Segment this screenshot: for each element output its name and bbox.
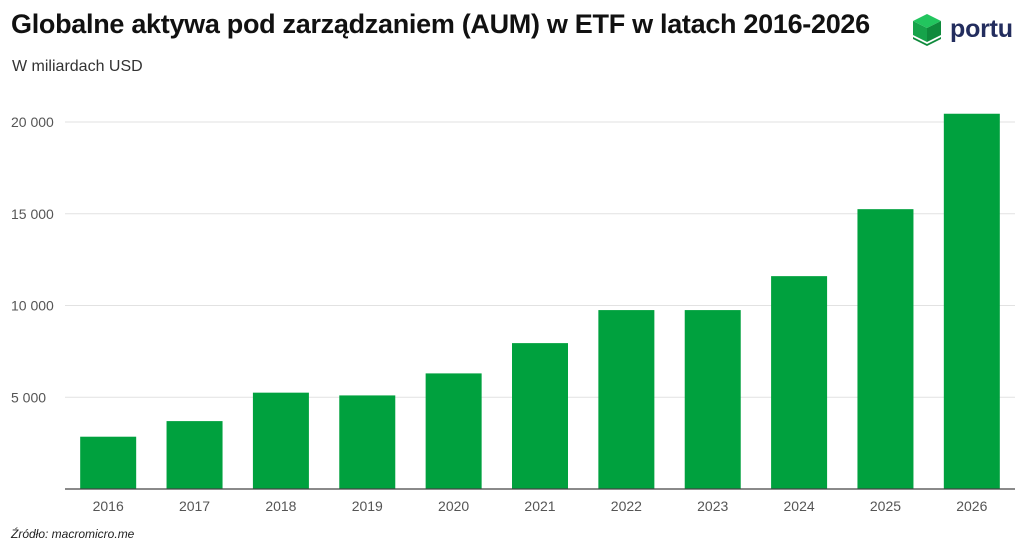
bar-2017 (166, 421, 223, 489)
bar-2021 (512, 343, 568, 489)
bar-2026 (943, 113, 1000, 490)
x-tick-label: 2016 (93, 498, 124, 514)
chart-title: Globalne aktywa pod zarządzaniem (AUM) w… (11, 9, 870, 39)
bar-2018 (252, 392, 309, 489)
cube-logo-icon (913, 14, 941, 46)
bar-2022 (598, 310, 655, 489)
bar-2025 (857, 209, 914, 489)
bar-2019 (339, 395, 396, 489)
logo-text: portu (950, 14, 1013, 43)
x-tick-label: 2023 (697, 498, 728, 514)
chart-subtitle: W miliardach USD (12, 58, 143, 75)
bar-2023 (684, 310, 741, 489)
bar-2016 (80, 436, 137, 489)
x-tick-label: 2021 (524, 498, 555, 514)
bar-2024 (771, 276, 828, 489)
x-tick-label: 2022 (611, 498, 642, 514)
x-tick-label: 2024 (784, 498, 815, 514)
bar-chart: 5 000 10 000 15 000 20 000 2016 2017 2018 2019 2… (11, 113, 1015, 514)
x-tick-label: 2025 (870, 498, 901, 514)
x-tick-label: 2017 (179, 498, 210, 514)
x-tick-label: 2019 (352, 498, 383, 514)
y-tick-label: 15 000 (11, 206, 54, 222)
source-note: Źródło: macromicro.me (11, 527, 135, 541)
x-tick-label: 2020 (438, 498, 469, 514)
x-tick-label: 2026 (956, 498, 987, 514)
y-tick-label: 5 000 (11, 389, 46, 405)
x-tick-label: 2018 (265, 498, 296, 514)
y-tick-label: 10 000 (11, 298, 54, 314)
bar-2020 (425, 373, 482, 489)
y-tick-label: 20 000 (11, 114, 54, 130)
portu-logo: portu (910, 12, 1013, 46)
